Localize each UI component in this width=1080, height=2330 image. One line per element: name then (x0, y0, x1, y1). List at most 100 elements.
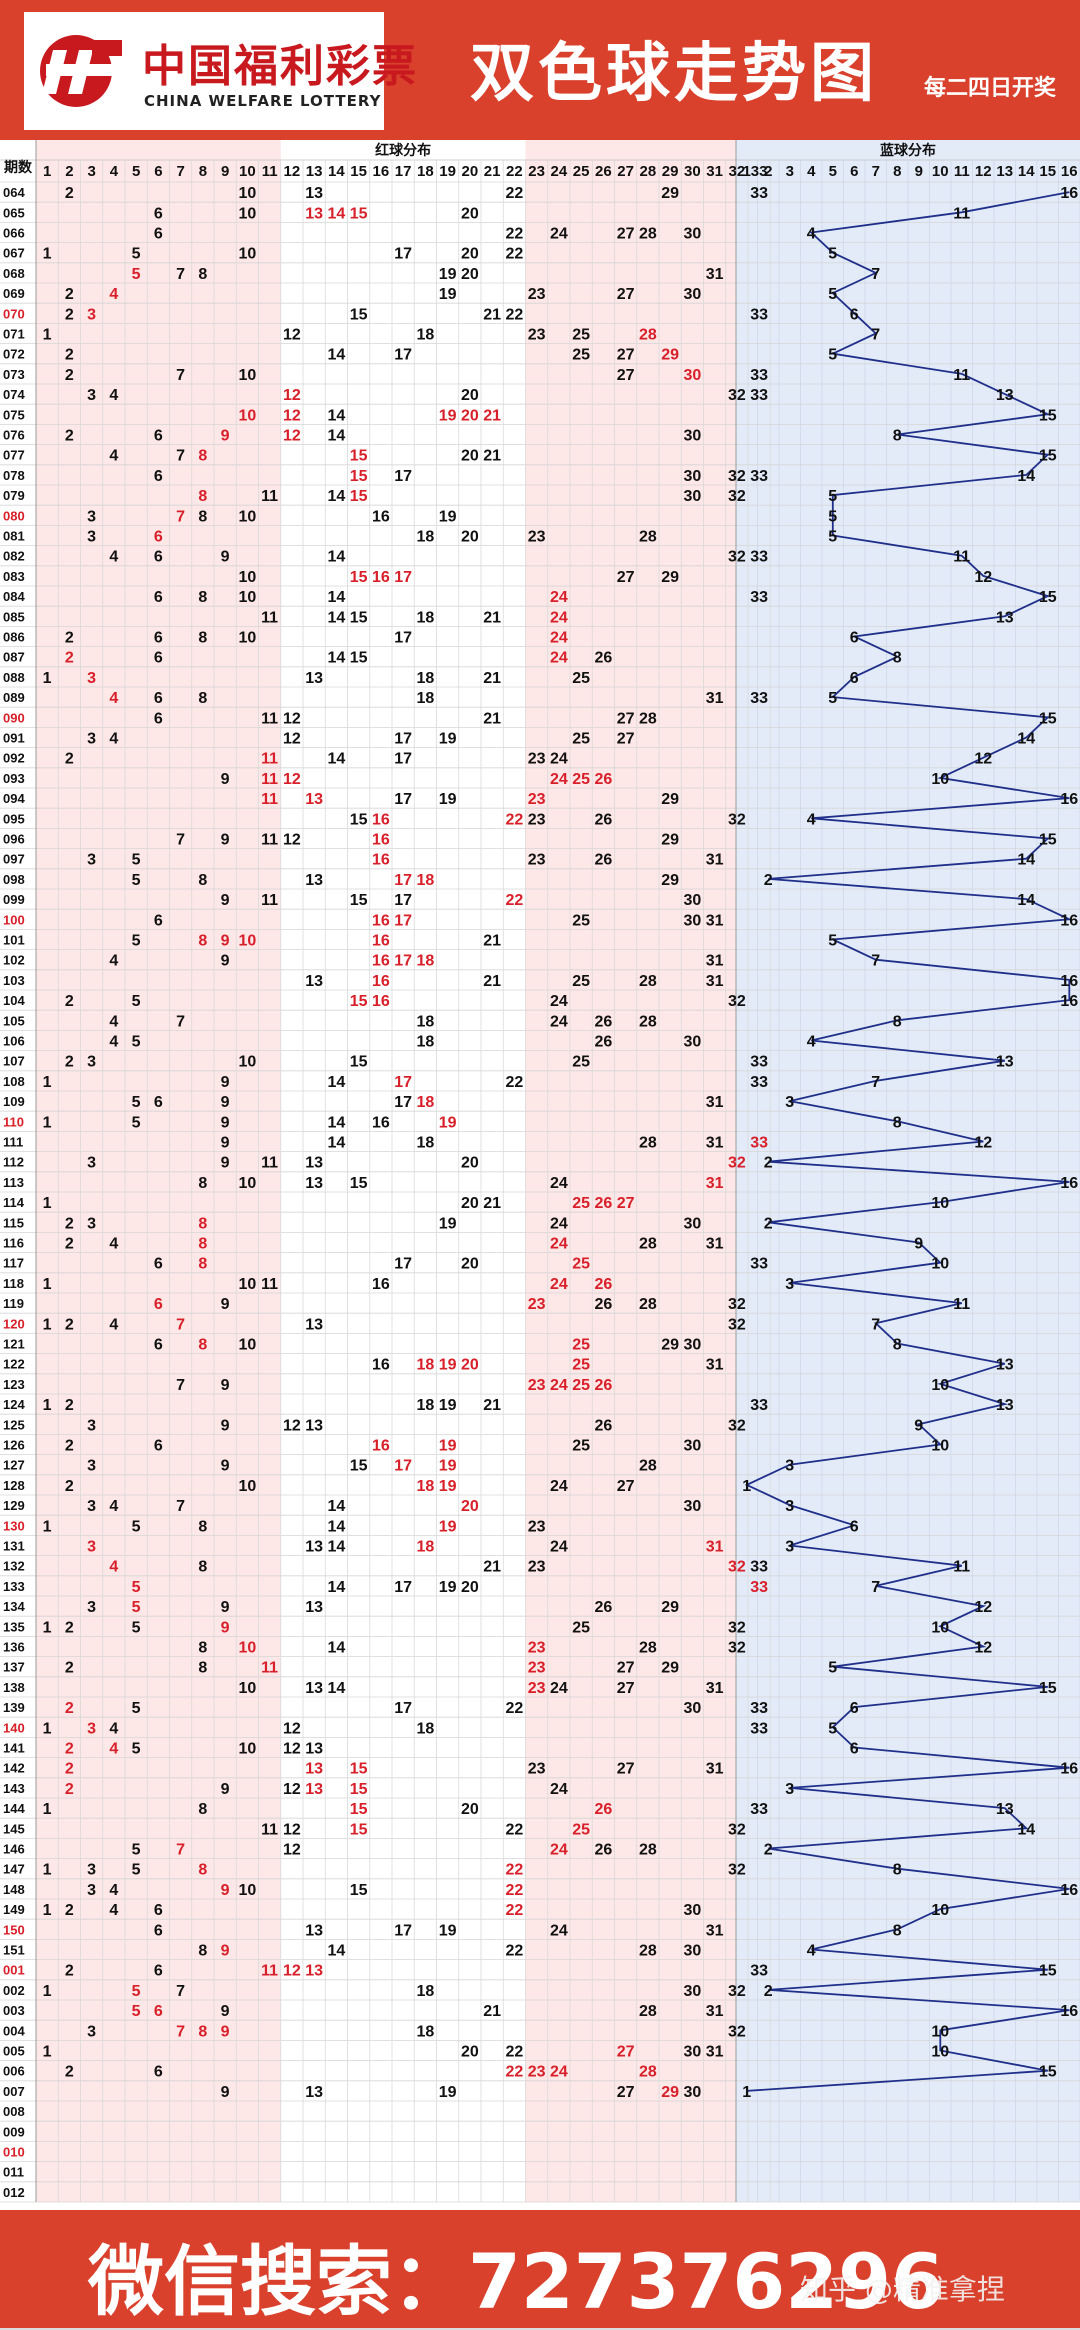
period-label: 107 (3, 1054, 25, 1069)
red-ball-mark: 14 (327, 1680, 345, 1697)
chart-bottom-pad (0, 2202, 1080, 2210)
red-ball-mark: 16 (372, 1357, 390, 1374)
red-ball-mark: 23 (528, 1518, 546, 1535)
red-ball-mark: 22 (505, 306, 523, 323)
red-ball-mark: 30 (683, 1498, 701, 1515)
blue-ball-mark: 16 (1060, 993, 1078, 1010)
period-label: 136 (3, 1640, 25, 1655)
red-ball-mark: 14 (327, 428, 345, 445)
blue-ball-mark: 10 (931, 1902, 949, 1919)
period-label: 002 (3, 1983, 25, 1998)
red-ball-mark: 25 (572, 973, 590, 990)
red-ball-mark: 31 (706, 1236, 724, 1253)
red-ball-mark: 30 (683, 2044, 701, 2061)
red-ball-mark: 1 (43, 1983, 52, 2000)
red-ball-mark: 24 (550, 1175, 568, 1192)
red-ball-mark: 31 (706, 912, 724, 929)
red-ball-mark: 30 (683, 488, 701, 505)
blue-column-label: 11 (954, 163, 970, 180)
period-label: 120 (3, 1316, 25, 1331)
red-ball-mark: 6 (154, 589, 163, 606)
red-ball-mark: 12 (283, 1821, 301, 1838)
red-column-label: 25 (573, 163, 590, 180)
period-label: 004 (3, 2023, 25, 2038)
red-ball-mark: 21 (483, 670, 501, 687)
period-label: 086 (3, 630, 25, 645)
red-ball-mark: 7 (176, 1983, 185, 2000)
red-ball-mark: 19 (439, 1357, 457, 1374)
red-ball-mark: 10 (238, 589, 256, 606)
red-ball-mark: 9 (221, 1114, 230, 1131)
red-ball-mark: 26 (594, 1377, 612, 1394)
red-ball-mark: 32 (728, 468, 746, 485)
red-ball-mark: 8 (198, 1175, 207, 1192)
red-ball-mark: 16 (372, 973, 390, 990)
red-ball-mark: 25 (572, 1357, 590, 1374)
red-ball-mark: 28 (639, 2064, 657, 2081)
red-column-label: 21 (484, 163, 501, 180)
red-ball-mark: 20 (461, 205, 479, 222)
period-label: 112 (3, 1155, 24, 1170)
period-label: 087 (3, 650, 25, 665)
blue-column-label: 7 (872, 163, 880, 180)
red-ball-mark: 9 (221, 1417, 230, 1434)
red-ball-mark: 8 (198, 1801, 207, 1818)
red-ball-mark: 16 (372, 811, 390, 828)
red-ball-mark: 3 (87, 1862, 96, 1879)
red-ball-mark: 11 (261, 771, 278, 788)
red-ball-mark: 28 (639, 1013, 657, 1030)
red-ball-mark: 11 (261, 791, 278, 808)
red-ball-mark: 26 (594, 1801, 612, 1818)
blue-ball-mark: 1 (742, 1478, 751, 1495)
red-ball-mark: 26 (594, 650, 612, 667)
red-ball-mark: 13 (305, 2084, 323, 2101)
blue-ball-mark: 11 (953, 367, 970, 384)
red-ball-mark: 14 (327, 1074, 345, 1091)
red-ball-mark: 23 (528, 1296, 546, 1313)
red-ball-mark: 28 (639, 973, 657, 990)
period-label: 077 (3, 448, 25, 463)
red-ball-mark: 8 (198, 488, 207, 505)
red-column-label: 5 (132, 163, 140, 180)
red-column-label: 32 (729, 163, 746, 180)
red-ball-mark: 22 (505, 226, 523, 243)
red-ball-mark: 5 (132, 852, 141, 869)
red-ball-mark: 6 (154, 549, 163, 566)
blue-ball-mark: 1 (742, 2084, 751, 2101)
red-ball-mark: 8 (198, 1256, 207, 1273)
red-ball-mark: 15 (350, 1458, 368, 1475)
red-ball-mark: 19 (439, 1397, 457, 1414)
red-ball-mark: 19 (439, 731, 457, 748)
red-ball-mark: 18 (416, 1013, 434, 1030)
red-ball-mark: 17 (394, 1700, 412, 1717)
red-ball-mark: 5 (132, 1034, 141, 1051)
red-ball-mark: 14 (327, 1518, 345, 1535)
blue-ball-mark: 6 (850, 1741, 859, 1758)
blue-ball-mark: 8 (893, 1922, 902, 1939)
period-label: 067 (3, 246, 25, 261)
red-ball-mark: 6 (154, 1963, 163, 1980)
red-ball-mark: 16 (372, 912, 390, 929)
red-ball-mark: 3 (87, 1599, 96, 1616)
red-ball-mark: 15 (350, 811, 368, 828)
red-ball-mark: 13 (305, 1539, 323, 1556)
red-ball-mark: 33 (750, 367, 768, 384)
blue-ball-mark: 11 (953, 1296, 970, 1313)
red-ball-mark: 18 (416, 1034, 434, 1051)
red-ball-mark: 3 (87, 731, 96, 748)
blue-ball-mark: 7 (871, 1579, 880, 1596)
period-label: 065 (3, 205, 25, 220)
red-ball-mark: 9 (221, 1458, 230, 1475)
red-ball-mark: 30 (683, 2084, 701, 2101)
red-ball-mark: 20 (461, 1256, 479, 1273)
red-ball-mark: 31 (706, 2003, 724, 2020)
red-column-label: 12 (284, 163, 301, 180)
red-column-label: 31 (706, 163, 723, 180)
period-label: 140 (3, 1720, 25, 1735)
blue-ball-mark: 5 (828, 529, 837, 546)
red-ball-mark: 33 (750, 387, 768, 404)
red-ball-mark: 32 (728, 993, 746, 1010)
red-ball-mark: 32 (728, 1619, 746, 1636)
red-ball-mark: 21 (483, 1195, 501, 1212)
period-label: 126 (3, 1438, 25, 1453)
